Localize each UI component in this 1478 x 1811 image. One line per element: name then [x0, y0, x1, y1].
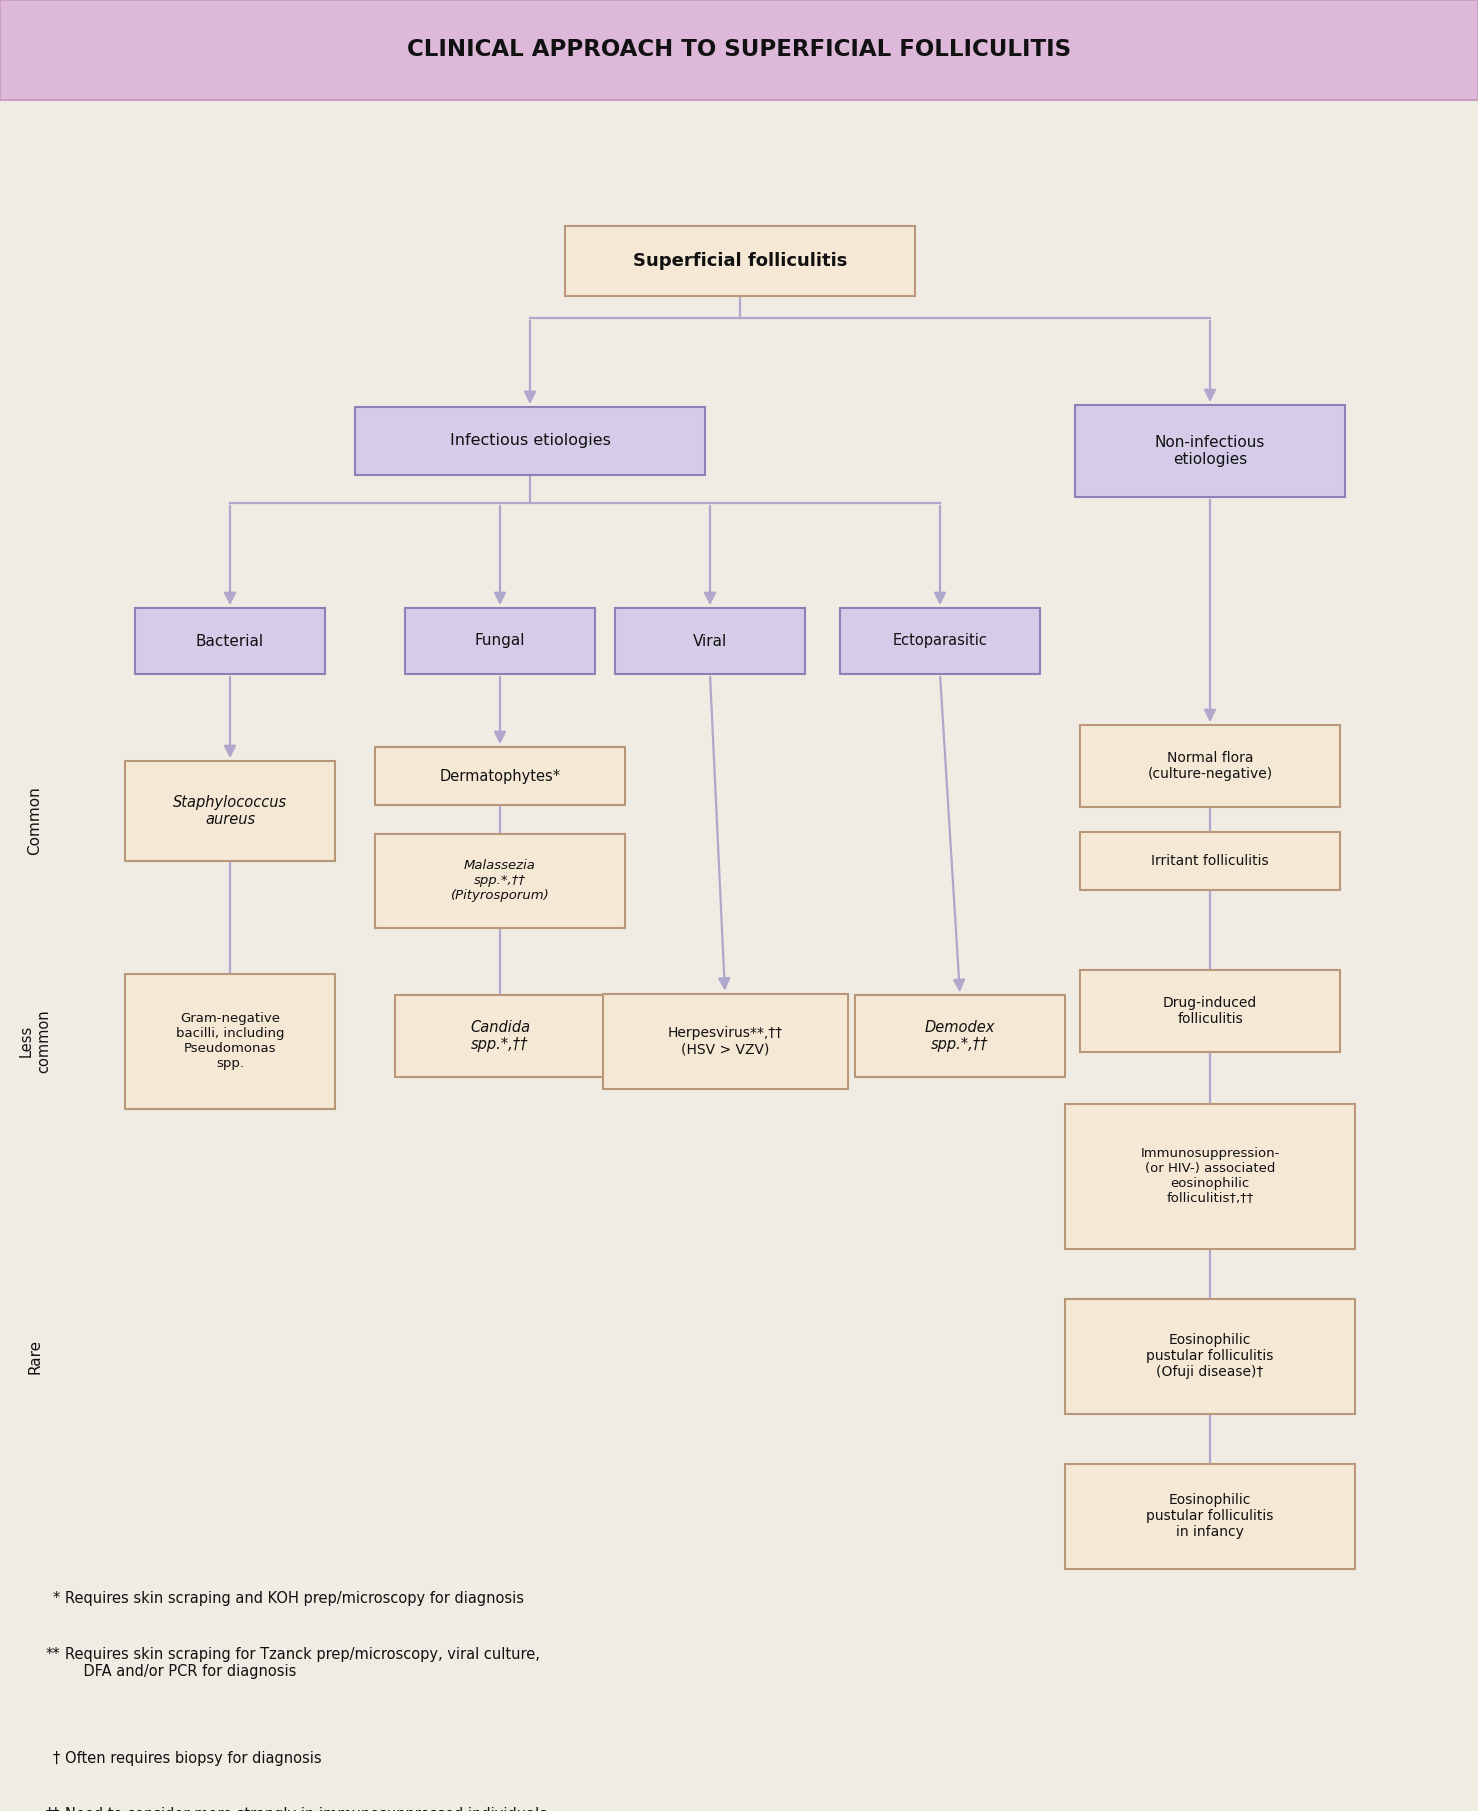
- Text: Requires skin scraping for Tzanck prep/microscopy, viral culture,
    DFA and/or: Requires skin scraping for Tzanck prep/m…: [65, 1646, 539, 1679]
- Text: Drug-induced
folliculitis: Drug-induced folliculitis: [1163, 996, 1258, 1027]
- Text: Infectious etiologies: Infectious etiologies: [449, 433, 610, 449]
- Bar: [565, 226, 915, 295]
- Bar: [1066, 1298, 1355, 1414]
- Text: Common: Common: [28, 786, 43, 855]
- Text: Less
common: Less common: [19, 1009, 52, 1072]
- Text: Malassezia
spp.*,††
(Pityrosporum): Malassezia spp.*,†† (Pityrosporum): [451, 860, 550, 902]
- Bar: [840, 608, 1041, 674]
- Bar: [1066, 1463, 1355, 1568]
- Bar: [355, 407, 705, 474]
- Bar: [1080, 724, 1341, 808]
- Bar: [1080, 831, 1341, 889]
- Text: Normal flora
(culture-negative): Normal flora (culture-negative): [1147, 752, 1273, 781]
- Bar: [0, 0, 1478, 100]
- Text: ††: ††: [46, 1807, 61, 1811]
- Text: †: †: [53, 1751, 61, 1766]
- Bar: [395, 994, 605, 1078]
- Bar: [615, 608, 806, 674]
- Bar: [1066, 1103, 1355, 1248]
- Bar: [134, 608, 325, 674]
- Text: Superficial folliculitis: Superficial folliculitis: [633, 252, 847, 270]
- Bar: [126, 974, 336, 1108]
- Text: Dermatophytes*: Dermatophytes*: [439, 768, 560, 784]
- Text: *: *: [53, 1592, 61, 1606]
- Text: Candida
spp.*,††: Candida spp.*,††: [470, 1020, 531, 1052]
- Text: Ectoparasitic: Ectoparasitic: [893, 634, 987, 648]
- Text: Eosinophilic
pustular folliculitis
(Ofuji disease)†: Eosinophilic pustular folliculitis (Ofuj…: [1147, 1333, 1274, 1380]
- Text: Immunosuppression-
(or HIV-) associated
eosinophilic
folliculitis†,††: Immunosuppression- (or HIV-) associated …: [1141, 1146, 1280, 1204]
- Bar: [1080, 971, 1341, 1052]
- Bar: [405, 608, 596, 674]
- Text: Fungal: Fungal: [474, 634, 525, 648]
- Text: Often requires biopsy for diagnosis: Often requires biopsy for diagnosis: [65, 1751, 322, 1766]
- Text: Non-infectious
etiologies: Non-infectious etiologies: [1154, 435, 1265, 467]
- Bar: [603, 994, 847, 1088]
- Text: **: **: [46, 1646, 61, 1662]
- Bar: [1075, 406, 1345, 496]
- Bar: [375, 833, 625, 929]
- Text: Requires skin scraping and KOH prep/microscopy for diagnosis: Requires skin scraping and KOH prep/micr…: [65, 1592, 525, 1606]
- Text: Eosinophilic
pustular folliculitis
in infancy: Eosinophilic pustular folliculitis in in…: [1147, 1492, 1274, 1539]
- Bar: [126, 761, 336, 860]
- Text: Irritant folliculitis: Irritant folliculitis: [1151, 855, 1268, 867]
- Bar: [854, 994, 1066, 1078]
- Text: Demodex
spp.*,††: Demodex spp.*,††: [925, 1020, 995, 1052]
- Text: Need to consider more strongly in immunosuppressed individuals: Need to consider more strongly in immuno…: [65, 1807, 547, 1811]
- Text: Viral: Viral: [693, 634, 727, 648]
- Bar: [375, 746, 625, 806]
- Text: Herpesvirus**,††
(HSV > VZV): Herpesvirus**,†† (HSV > VZV): [668, 1025, 782, 1056]
- Text: Staphylococcus
aureus: Staphylococcus aureus: [173, 795, 287, 828]
- Text: Gram-negative
bacilli, including
Pseudomonas
spp.: Gram-negative bacilli, including Pseudom…: [176, 1012, 284, 1070]
- Text: Bacterial: Bacterial: [197, 634, 265, 648]
- Text: CLINICAL APPROACH TO SUPERFICIAL FOLLICULITIS: CLINICAL APPROACH TO SUPERFICIAL FOLLICU…: [406, 38, 1072, 62]
- Text: Rare: Rare: [28, 1338, 43, 1373]
